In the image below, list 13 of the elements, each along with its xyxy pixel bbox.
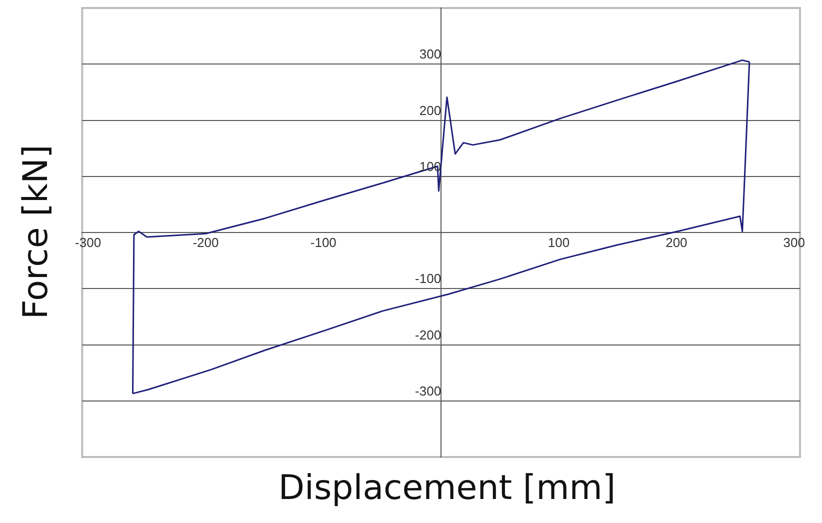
x-tick-label: 200 <box>666 234 688 250</box>
x-tick-label: -200 <box>192 234 219 250</box>
x-tick-label: -100 <box>310 234 336 250</box>
x-axis-title: Displacement [mm] <box>277 468 617 508</box>
y-tick-label: 300 <box>419 46 442 62</box>
y-tick-label: -300 <box>415 383 442 398</box>
x-tick-label: 300 <box>783 234 805 250</box>
x-tick-label: -300 <box>75 234 102 250</box>
y-tick-label: 200 <box>419 102 442 118</box>
x-tick-label: 100 <box>548 234 570 250</box>
y-tick-label: -100 <box>415 271 442 286</box>
y-axis-title: Force [kN] <box>16 144 56 320</box>
y-tick-label: -200 <box>415 327 442 342</box>
